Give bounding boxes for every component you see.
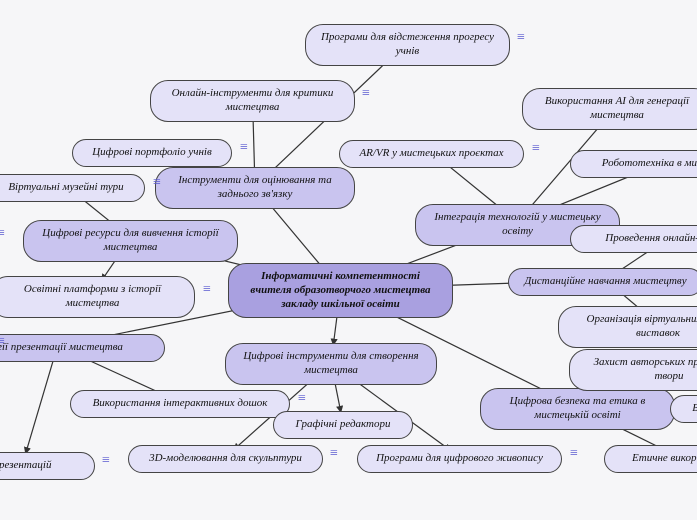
- leaf-node[interactable]: Використання AI для генерації мистецтва: [522, 88, 697, 130]
- node-label: презентацій: [0, 459, 52, 473]
- leaf-node[interactable]: Захист авторських прав на циф твори: [569, 349, 697, 391]
- node-label: Графічні редактори: [296, 418, 391, 432]
- expand-icon[interactable]: [153, 181, 160, 186]
- node-label: Цифрові інструменти для створення мистец…: [240, 350, 422, 378]
- branch-node[interactable]: Цифрова безпека та етика в мистецькій ос…: [480, 388, 675, 430]
- node-label: Онлайн-інструменти для критики мистецтва: [165, 87, 340, 115]
- node-label: Етичне використан: [632, 452, 697, 466]
- node-label: Освітні платформи з історії мистецтва: [5, 283, 180, 311]
- node-label: 3D-моделювання для скульптури: [149, 452, 302, 466]
- leaf-node[interactable]: Віртуальні музейні тури: [0, 174, 145, 202]
- expand-icon[interactable]: [362, 92, 369, 97]
- leaf-node[interactable]: Етичне використан: [604, 445, 697, 473]
- leaf-node[interactable]: Програми для цифрового живопису: [357, 445, 562, 473]
- edge: [253, 114, 255, 169]
- leaf-node[interactable]: Організація віртуальних мист виставок: [558, 306, 697, 348]
- expand-icon[interactable]: [330, 452, 337, 457]
- expand-icon[interactable]: [0, 232, 4, 237]
- node-label: Організація віртуальних мист виставок: [573, 313, 697, 341]
- expand-icon[interactable]: [203, 288, 210, 293]
- leaf-node[interactable]: Проведення онлайн-майсте: [570, 225, 697, 253]
- node-label: Використання інтерактивних дошок: [93, 397, 268, 411]
- node-label: Інформатичні компетентності вчителя обра…: [243, 270, 438, 311]
- branch-node[interactable]: Дистанційне навчання мистецтву: [508, 268, 697, 296]
- edge: [267, 201, 326, 271]
- root-node[interactable]: Інформатичні компетентності вчителя обра…: [228, 263, 453, 318]
- expand-icon[interactable]: [0, 340, 4, 345]
- leaf-node[interactable]: Освітні платформи з історії мистецтва: [0, 276, 195, 318]
- node-label: Дистанційне навчання мистецтву: [524, 275, 686, 289]
- node-label: Цифрові портфоліо учнів: [92, 146, 212, 160]
- node-label: Проведення онлайн-майсте: [605, 232, 697, 246]
- expand-icon[interactable]: [570, 452, 577, 457]
- node-label: огії презентації мистецтва: [0, 341, 123, 355]
- node-label: Віртуальні музейні тури: [8, 181, 123, 195]
- node-label: Програми для відстеження прогресу учнів: [320, 31, 495, 59]
- branch-node[interactable]: Цифрові ресурси для вивчення історії мис…: [23, 220, 238, 262]
- leaf-node[interactable]: AR/VR у мистецьких проєктах: [339, 140, 524, 168]
- node-label: Інструменти для оцінювання та заднього з…: [170, 174, 340, 202]
- node-label: Робототехніка в мистецт: [602, 157, 697, 171]
- node-label: Програми для цифрового живопису: [376, 452, 543, 466]
- edge: [335, 381, 341, 413]
- node-label: Цифрова безпека та етика в мистецькій ос…: [495, 395, 660, 423]
- branch-node[interactable]: огії презентації мистецтва: [0, 334, 165, 362]
- leaf-node[interactable]: Без: [670, 395, 697, 423]
- leaf-node[interactable]: Онлайн-інструменти для критики мистецтва: [150, 80, 355, 122]
- edge: [26, 356, 55, 453]
- leaf-node[interactable]: Робототехніка в мистецт: [570, 150, 697, 178]
- node-label: Використання AI для генерації мистецтва: [537, 95, 697, 123]
- expand-icon[interactable]: [298, 397, 305, 402]
- node-label: Без: [692, 402, 697, 416]
- expand-icon[interactable]: [517, 36, 524, 41]
- node-label: Захист авторських прав на циф твори: [584, 356, 697, 384]
- node-label: AR/VR у мистецьких проєктах: [359, 147, 503, 161]
- branch-node[interactable]: Інструменти для оцінювання та заднього з…: [155, 167, 355, 209]
- expand-icon[interactable]: [102, 459, 109, 464]
- leaf-node[interactable]: презентацій: [0, 452, 95, 480]
- leaf-node[interactable]: Програми для відстеження прогресу учнів: [305, 24, 510, 66]
- expand-icon[interactable]: [240, 146, 247, 151]
- node-label: Цифрові ресурси для вивчення історії мис…: [38, 227, 223, 255]
- leaf-node[interactable]: Використання інтерактивних дошок: [70, 390, 290, 418]
- branch-node[interactable]: Цифрові інструменти для створення мистец…: [225, 343, 437, 385]
- expand-icon[interactable]: [532, 147, 539, 152]
- leaf-node[interactable]: Графічні редактори: [273, 411, 413, 439]
- leaf-node[interactable]: Цифрові портфоліо учнів: [72, 139, 232, 167]
- leaf-node[interactable]: 3D-моделювання для скульптури: [128, 445, 323, 473]
